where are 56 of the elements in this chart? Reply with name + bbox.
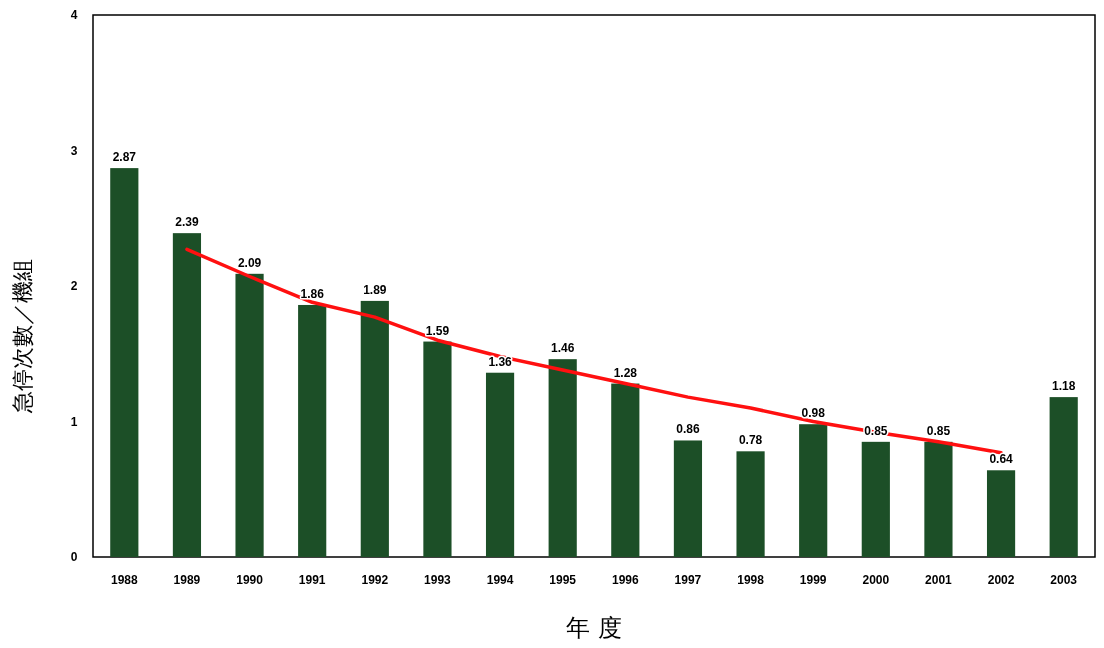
x-tick-label: 1990 — [236, 573, 264, 587]
y-tick-label: 0 — [70, 550, 78, 564]
data-label: 1.86 — [300, 286, 325, 301]
x-tick-label: 2003 — [1050, 573, 1078, 587]
bar — [298, 304, 327, 557]
bar — [485, 372, 515, 557]
x-tick-label: 1999 — [799, 573, 827, 587]
data-label: 1.28 — [613, 365, 638, 380]
bar — [423, 341, 452, 557]
data-label: 1.59 — [425, 323, 450, 338]
x-axis-title: 年 度 — [566, 614, 622, 642]
x-tick-label: 1993 — [424, 573, 452, 587]
x-tick-label: 1996 — [611, 573, 639, 587]
bar — [986, 470, 1016, 557]
bar — [110, 168, 139, 557]
x-tick-label: 1991 — [298, 573, 326, 587]
data-label: 0.78 — [738, 433, 763, 448]
data-label: 1.18 — [1052, 379, 1076, 394]
data-label: 1.46 — [551, 341, 575, 356]
x-tick-label: 1988 — [110, 573, 138, 587]
data-label: 1.89 — [363, 282, 387, 297]
data-label: 0.64 — [989, 452, 1014, 467]
y-tick-label: 1 — [70, 414, 78, 429]
x-tick-label: 1997 — [674, 573, 702, 587]
bar — [1049, 397, 1078, 557]
x-tick-label: 2001 — [925, 573, 953, 587]
x-tick-label: 1998 — [737, 573, 765, 587]
y-axis-title: 急停次數／機組 — [10, 259, 35, 414]
data-label: 0.98 — [801, 406, 826, 421]
bar — [172, 233, 202, 557]
y-tick-label: 3 — [70, 143, 78, 158]
x-tick-label: 1989 — [173, 573, 201, 587]
bar — [673, 440, 703, 557]
bar — [861, 441, 890, 557]
y-tick-label: 2 — [70, 279, 78, 293]
bar — [235, 273, 264, 557]
data-label: 0.85 — [926, 423, 951, 438]
line-series — [185, 247, 1003, 455]
y-tick-label: 4 — [70, 8, 78, 22]
bar — [799, 424, 828, 557]
data-label: 1.36 — [488, 354, 513, 369]
x-tick-label: 1995 — [549, 573, 577, 587]
data-label: 2.09 — [237, 255, 262, 270]
bar — [548, 359, 577, 557]
bar — [611, 383, 640, 557]
x-tick-label: 2000 — [862, 573, 890, 587]
data-label: 2.39 — [175, 215, 199, 230]
bar — [924, 441, 953, 557]
x-tick-label: 2002 — [987, 573, 1015, 587]
bar — [736, 451, 765, 557]
data-label: 0.85 — [864, 423, 888, 438]
data-label: 0.86 — [676, 422, 700, 437]
x-tick-label: 1992 — [361, 573, 389, 587]
x-tick-label: 1994 — [486, 573, 514, 587]
bar — [360, 300, 389, 557]
data-label: 2.87 — [112, 150, 137, 165]
